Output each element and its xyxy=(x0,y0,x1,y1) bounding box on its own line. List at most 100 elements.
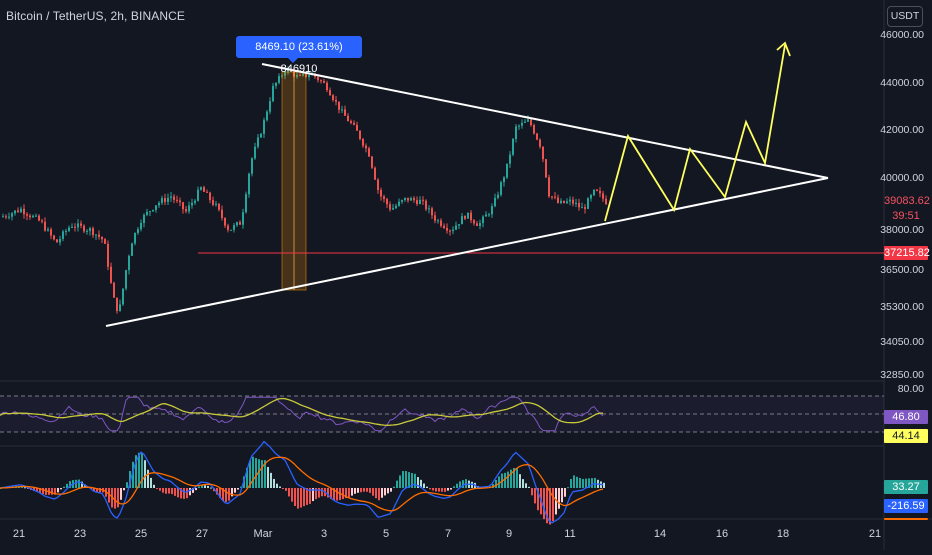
macd-histogram-bar xyxy=(315,488,317,500)
candle-body xyxy=(590,195,592,199)
macd-histogram-bar xyxy=(360,488,362,493)
macd-histogram-bar xyxy=(459,481,461,488)
symbol-title[interactable]: Bitcoin / TetherUS, 2h, BINANCE xyxy=(6,9,185,23)
candle-body xyxy=(476,223,478,226)
macd-histogram-bar xyxy=(513,468,515,488)
candle-body xyxy=(467,212,469,219)
macd-histogram-bar xyxy=(75,479,77,488)
candle-body xyxy=(74,226,76,228)
macd-histogram-bar xyxy=(66,483,68,488)
macd-histogram-bar xyxy=(45,488,47,495)
macd-histogram-bar xyxy=(522,479,524,488)
macd-histogram-bar xyxy=(267,467,269,488)
candle-body xyxy=(14,210,16,214)
candle-body xyxy=(320,80,322,82)
macd-histogram-bar xyxy=(138,452,140,488)
candle-body xyxy=(125,270,127,289)
candle-body xyxy=(515,126,517,139)
macd-histogram-bar xyxy=(576,476,578,488)
candle-body xyxy=(86,230,88,232)
signal-line xyxy=(0,456,604,512)
macd-histogram-bar xyxy=(507,471,509,488)
macd-histogram-bar xyxy=(414,473,416,488)
candle-body xyxy=(116,297,118,311)
macd-histogram-bar xyxy=(219,488,221,498)
candle-body xyxy=(308,75,310,77)
currency-selector[interactable]: USDT xyxy=(887,6,923,27)
candle-body xyxy=(461,216,463,225)
macd-histogram-bar xyxy=(330,488,332,500)
macd-histogram-bar xyxy=(462,480,464,488)
candle-body xyxy=(29,215,31,218)
macd-histogram-bar xyxy=(411,473,413,488)
macd-histogram-bar xyxy=(561,488,563,503)
candle-body xyxy=(11,213,13,217)
macd-histogram-bar xyxy=(297,488,299,509)
candle-body xyxy=(128,255,130,271)
candle-body xyxy=(581,207,583,209)
candle-body xyxy=(47,229,49,231)
candle-body xyxy=(350,121,352,123)
macd-histogram-bar xyxy=(528,486,530,488)
macd-histogram-bar xyxy=(228,488,230,501)
macd-histogram-bar xyxy=(396,480,398,488)
macd-histogram-bar xyxy=(93,488,95,492)
candle-body xyxy=(119,304,121,311)
candle-body xyxy=(59,238,61,243)
candle-body xyxy=(437,220,439,222)
macd-histogram-bar xyxy=(318,488,320,498)
candle-body xyxy=(158,202,160,206)
macd-histogram-bar xyxy=(435,488,437,492)
candle-body xyxy=(56,239,58,243)
macd-histogram-bar xyxy=(372,488,374,496)
macd-histogram-bar xyxy=(558,488,560,509)
candle-body xyxy=(50,229,52,236)
macd-histogram-bar xyxy=(162,488,164,493)
time-axis-label: 18 xyxy=(776,528,790,540)
macd-histogram-bar xyxy=(354,488,356,494)
price-axis-label: 42000.00 xyxy=(880,124,924,136)
macd-histogram-bar xyxy=(24,487,26,489)
macd-histogram-bar xyxy=(525,483,527,488)
candle-body xyxy=(176,199,178,201)
candle-body xyxy=(41,220,43,222)
candle-body xyxy=(332,95,334,100)
macd-histogram-bar xyxy=(57,488,59,493)
macd-histogram-bar xyxy=(183,488,185,499)
projection-arrowhead xyxy=(776,41,791,57)
macd-histogram-bar xyxy=(306,488,308,505)
candle-body xyxy=(26,214,28,216)
candle-body xyxy=(359,130,361,139)
macd-histogram-bar xyxy=(342,488,344,500)
candle-body xyxy=(542,146,544,160)
candle-body xyxy=(65,230,67,232)
macd-histogram-bar xyxy=(99,488,101,493)
candle-body xyxy=(569,199,571,202)
macd-histogram-bar xyxy=(405,470,407,488)
macd-histogram-bar xyxy=(42,488,44,494)
macd-histogram-bar xyxy=(510,469,512,488)
candle-body xyxy=(110,266,112,283)
macd-histogram-bar xyxy=(63,486,65,488)
candle-body xyxy=(398,201,400,206)
macd-histogram-bar xyxy=(234,488,236,493)
macd-histogram-bar xyxy=(549,488,551,525)
candle-body xyxy=(329,90,331,96)
candle-body xyxy=(458,224,460,226)
macd-histogram-bar xyxy=(168,488,170,494)
candle-body xyxy=(239,222,241,225)
candle-body xyxy=(149,211,151,213)
macd-histogram-bar xyxy=(336,488,338,501)
macd-histogram-bar xyxy=(498,476,500,488)
candle-body xyxy=(179,200,181,203)
macd-histogram-bar xyxy=(222,488,224,501)
price-axis-label: 32850.00 xyxy=(880,369,924,381)
candle-body xyxy=(164,198,166,202)
macd-histogram-bar xyxy=(402,471,404,488)
macd-histogram-bar xyxy=(252,456,254,488)
macd-histogram-bar xyxy=(39,488,41,493)
macd-histogram-bar xyxy=(321,488,323,497)
macd-histogram-bar xyxy=(84,484,86,488)
